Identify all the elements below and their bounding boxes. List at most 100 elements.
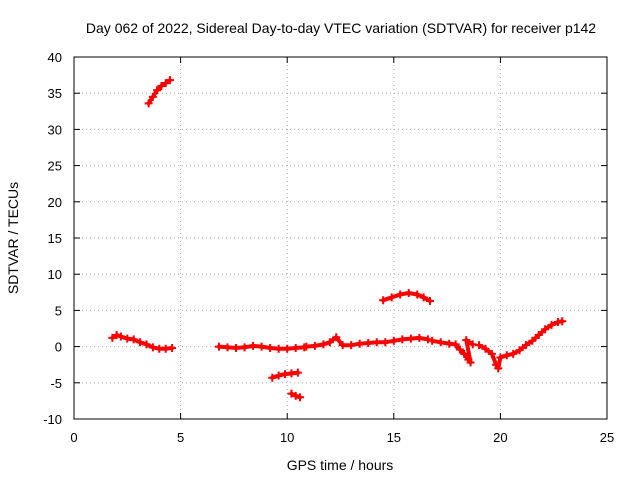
data-point: [287, 389, 296, 398]
series-early-arc: [108, 331, 177, 353]
data-point: [451, 340, 460, 349]
y-axis-label: SDTVAR / TECUs: [5, 182, 21, 294]
data-point: [153, 86, 162, 95]
y-tick-label: 15: [48, 231, 62, 246]
data-point: [108, 333, 117, 342]
data-point: [387, 293, 396, 302]
data-point: [396, 290, 405, 299]
y-tick-label: 10: [48, 267, 62, 282]
data-point: [142, 340, 151, 349]
data-point: [381, 338, 390, 347]
chart-title: Day 062 of 2022, Sidereal Day-to-day VTE…: [86, 20, 596, 36]
data-point: [291, 391, 300, 400]
data-point: [428, 336, 437, 345]
x-tick-labels: 0 5 10 15 20 25: [70, 430, 614, 445]
data-point: [541, 325, 550, 334]
data-point: [319, 340, 328, 349]
x-tick-label: 15: [387, 430, 401, 445]
data-point: [426, 296, 435, 305]
y-tick-label: -5: [50, 376, 62, 391]
data-point: [214, 342, 223, 351]
data-point: [413, 290, 422, 299]
data-point: [521, 341, 530, 350]
data-point: [310, 341, 319, 350]
data-point: [223, 343, 232, 352]
series-upper-arc: [379, 289, 435, 305]
data-point: [460, 349, 469, 358]
series-high-arc: [144, 76, 174, 108]
data-point: [291, 344, 300, 353]
data-point: [379, 296, 388, 305]
series-evening-arc: [428, 336, 477, 367]
series-low-arc-2: [287, 389, 304, 402]
data-point: [455, 345, 464, 354]
series-mid-arc: [214, 341, 309, 353]
data-point: [325, 338, 334, 347]
y-tick-label: 20: [48, 195, 62, 210]
data-points: [108, 76, 567, 402]
data-point: [165, 76, 174, 85]
data-point: [515, 346, 524, 355]
data-point: [502, 351, 511, 360]
series-midday-arc: [302, 333, 432, 351]
y-tick-label: 30: [48, 122, 62, 137]
data-point: [415, 333, 424, 342]
data-point: [116, 332, 125, 341]
y-tick-label: -10: [43, 412, 62, 427]
series-band: [430, 338, 475, 365]
data-point: [293, 368, 302, 377]
data-point: [268, 373, 277, 382]
data-point: [302, 342, 311, 351]
series-low-arc-1: [268, 368, 302, 382]
x-tick-label: 0: [70, 430, 77, 445]
data-point: [129, 335, 138, 344]
data-point: [547, 320, 556, 329]
x-tick-label: 20: [493, 430, 507, 445]
y-tick-label: 5: [55, 303, 62, 318]
data-point: [232, 344, 241, 353]
plot-frame: [73, 56, 608, 420]
axis-ticks: [73, 56, 608, 420]
data-point: [423, 335, 432, 344]
data-point: [168, 344, 177, 353]
series-band: [304, 335, 430, 349]
data-point: [274, 344, 283, 353]
data-point: [462, 336, 471, 345]
data-point: [332, 333, 341, 342]
data-point: [534, 331, 543, 340]
data-point: [398, 335, 407, 344]
data-point: [481, 344, 490, 353]
data-point: [274, 371, 283, 380]
data-point: [496, 353, 505, 362]
data-point: [389, 336, 398, 345]
data-point: [295, 393, 304, 402]
y-tick-label: 40: [48, 50, 62, 65]
data-point: [161, 79, 170, 88]
x-tick-label: 25: [600, 430, 614, 445]
data-point: [419, 293, 428, 302]
x-tick-label: 5: [177, 430, 184, 445]
x-axis-label: GPS time / hours: [287, 457, 394, 473]
data-point: [148, 92, 157, 101]
data-point: [558, 317, 567, 326]
data-point: [157, 81, 166, 90]
y-tick-label: 25: [48, 159, 62, 174]
data-point: [347, 341, 356, 350]
data-point: [338, 341, 347, 350]
data-point: [144, 99, 153, 108]
data-point: [406, 334, 415, 343]
y-tick-label: 0: [55, 340, 62, 355]
series-late-arc: [475, 317, 567, 373]
data-point: [364, 338, 373, 347]
y-tick-label: 35: [48, 86, 62, 101]
data-point: [240, 343, 249, 352]
x-tick-label: 10: [280, 430, 294, 445]
data-point: [283, 344, 292, 353]
data-point: [148, 343, 157, 352]
data-point: [466, 358, 475, 367]
data-point: [509, 349, 518, 358]
grid: [74, 57, 607, 419]
data-point: [436, 338, 445, 347]
y-tick-labels: -10 -5 0 5 10 15 20 25 30 35 40: [43, 50, 62, 427]
